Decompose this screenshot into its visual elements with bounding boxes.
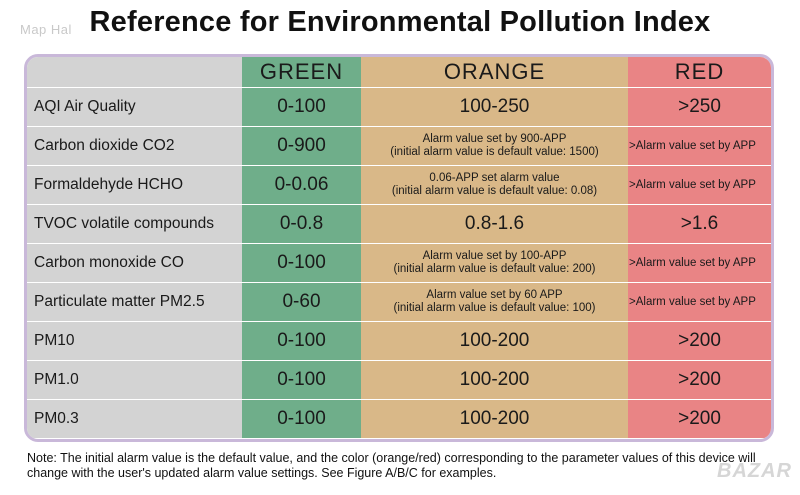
- orange-value: 100-200: [361, 360, 628, 400]
- watermark-right: BAZAR: [717, 460, 792, 482]
- orange-line2: (initial alarm value is default value: 2…: [393, 263, 596, 275]
- table-row: PM1.0 0-100 100-200 >200: [27, 360, 771, 400]
- orange-value: 0.8-1.6: [361, 204, 628, 244]
- header-label: [27, 57, 242, 88]
- orange-value: Alarm value set by 60 APP (initial alarm…: [361, 282, 628, 322]
- green-value: 0-100: [242, 87, 361, 127]
- orange-line1: 0.06-APP set alarm value: [429, 172, 560, 184]
- header-orange: ORANGE: [361, 57, 628, 88]
- table-row: Carbon dioxide CO2 0-900 Alarm value set…: [27, 126, 771, 166]
- table-row: Carbon monoxide CO 0-100 Alarm value set…: [27, 243, 771, 283]
- red-value: >250: [628, 87, 771, 127]
- table-row: Particulate matter PM2.5 0-60 Alarm valu…: [27, 282, 771, 322]
- red-value: >200: [628, 321, 771, 361]
- orange-line1: Alarm value set by 60 APP: [426, 289, 563, 301]
- green-value: 0-0.06: [242, 165, 361, 205]
- row-label: PM1.0: [27, 360, 242, 400]
- row-label: Carbon monoxide CO: [27, 243, 242, 283]
- row-label: PM10: [27, 321, 242, 361]
- orange-line2: (initial alarm value is default value: 1…: [390, 146, 599, 158]
- orange-line2: (initial alarm value is default value: 0…: [391, 185, 598, 197]
- green-value: 0-100: [242, 360, 361, 400]
- orange-line2: (initial alarm value is default value: 1…: [393, 302, 596, 314]
- red-value: >Alarm value set by APP: [628, 126, 771, 166]
- table-row: PM0.3 0-100 100-200 >200: [27, 399, 771, 439]
- page-title: Reference for Environmental Pollution In…: [89, 6, 711, 38]
- watermark-left: Map Hal: [20, 22, 72, 37]
- row-label: AQI Air Quality: [27, 87, 242, 127]
- green-value: 0-900: [242, 126, 361, 166]
- red-value: >Alarm value set by APP: [628, 165, 771, 205]
- red-value: >200: [628, 399, 771, 439]
- red-value: >Alarm value set by APP: [628, 282, 771, 322]
- footnote: Note: The initial alarm value is the def…: [27, 451, 756, 480]
- orange-value: 0.06-APP set alarm value (initial alarm …: [361, 165, 628, 205]
- pollution-index-table: GREEN ORANGE RED AQI Air Quality 0-100 1…: [24, 54, 774, 442]
- green-value: 0-100: [242, 399, 361, 439]
- orange-line1: Alarm value set by 900-APP: [422, 133, 567, 145]
- green-value: 0-100: [242, 321, 361, 361]
- orange-value: Alarm value set by 100-APP (initial alar…: [361, 243, 628, 283]
- green-value: 0-60: [242, 282, 361, 322]
- red-value: >200: [628, 360, 771, 400]
- orange-value: Alarm value set by 900-APP (initial alar…: [361, 126, 628, 166]
- red-value: >1.6: [628, 204, 771, 244]
- green-value: 0-0.8: [242, 204, 361, 244]
- orange-value: 100-200: [361, 321, 628, 361]
- orange-value: 100-250: [361, 87, 628, 127]
- header-row: GREEN ORANGE RED: [27, 57, 771, 88]
- table-row: TVOC volatile compounds 0-0.8 0.8-1.6 >1…: [27, 204, 771, 244]
- row-label: Formaldehyde HCHO: [27, 165, 242, 205]
- header-red: RED: [628, 57, 771, 88]
- row-label: Carbon dioxide CO2: [27, 126, 242, 166]
- table-row: Formaldehyde HCHO 0-0.06 0.06-APP set al…: [27, 165, 771, 205]
- orange-line1: Alarm value set by 100-APP: [422, 250, 567, 262]
- table-row: PM10 0-100 100-200 >200: [27, 321, 771, 361]
- red-value: >Alarm value set by APP: [628, 243, 771, 283]
- table-row: AQI Air Quality 0-100 100-250 >250: [27, 87, 771, 127]
- orange-value: 100-200: [361, 399, 628, 439]
- row-label: TVOC volatile compounds: [27, 204, 242, 244]
- green-value: 0-100: [242, 243, 361, 283]
- header-green: GREEN: [242, 57, 361, 88]
- row-label: Particulate matter PM2.5: [27, 282, 242, 322]
- row-label: PM0.3: [27, 399, 242, 439]
